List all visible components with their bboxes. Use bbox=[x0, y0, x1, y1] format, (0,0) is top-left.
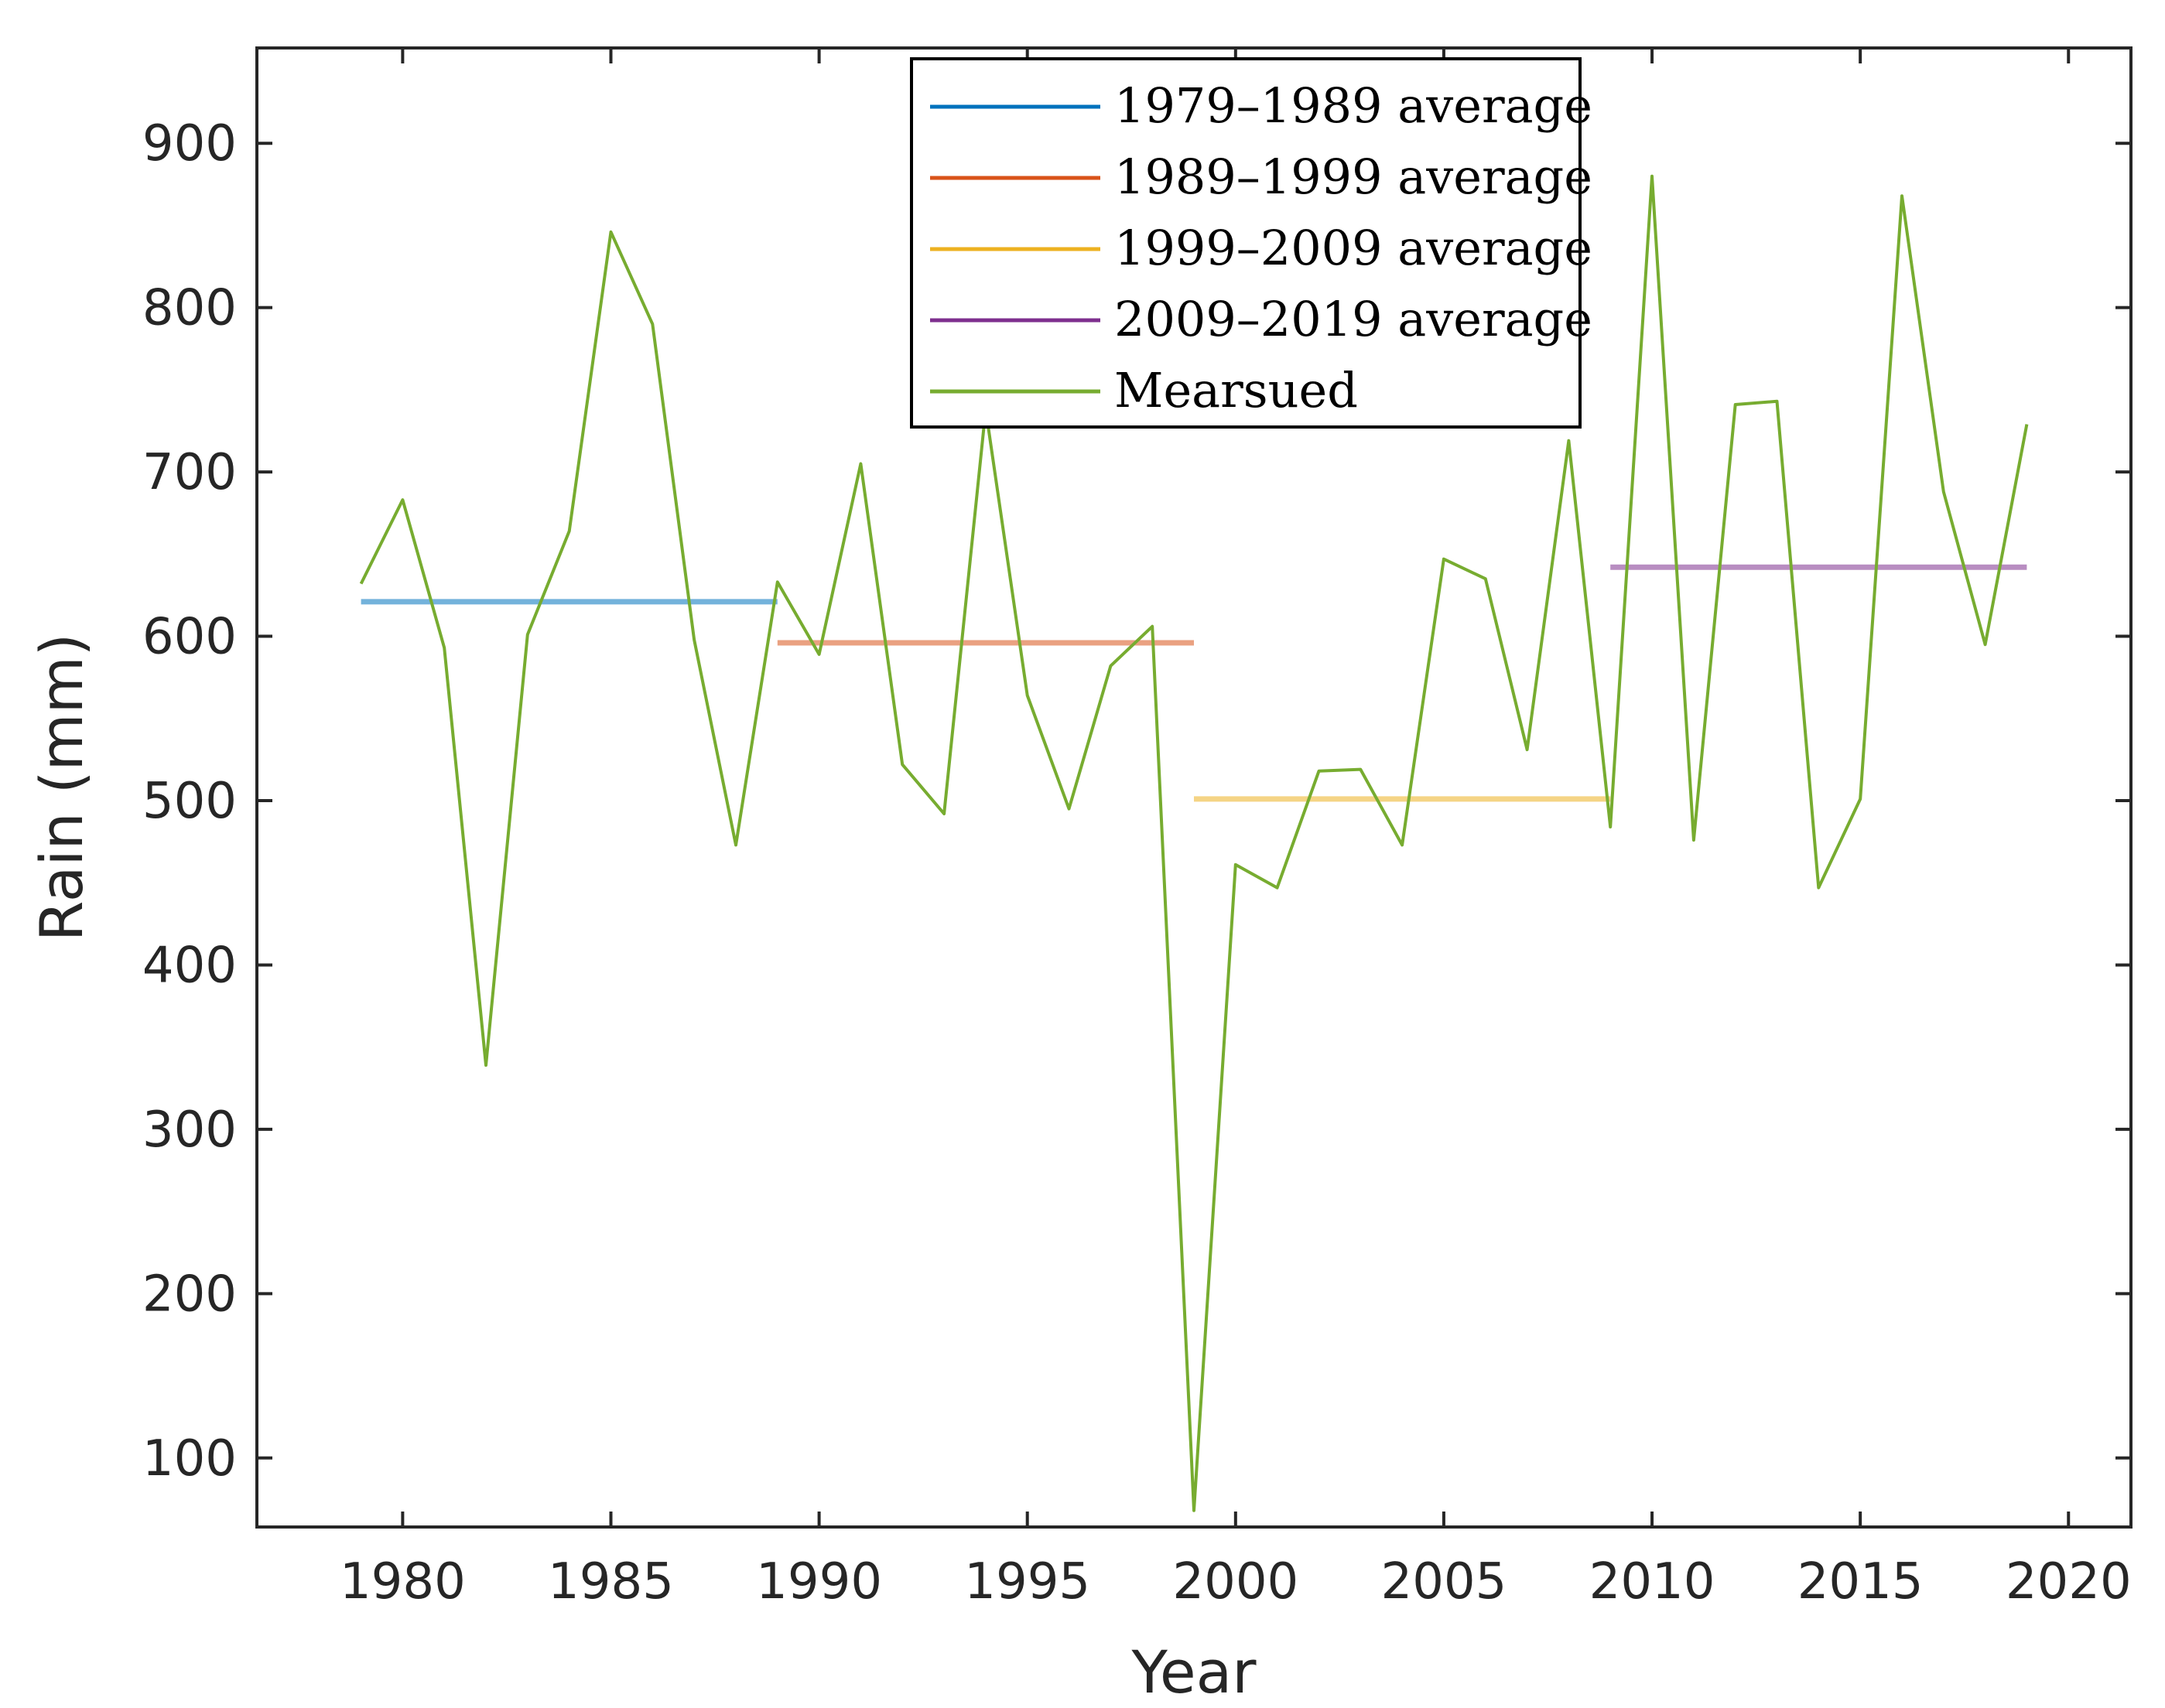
y-tick-label: 100 bbox=[142, 1430, 237, 1488]
x-tick-label: 2000 bbox=[1172, 1553, 1298, 1611]
y-tick-label: 500 bbox=[142, 773, 237, 830]
legend: 1979–1989 average 1989–1999 average 1999–2… bbox=[910, 57, 1592, 429]
y-tick-label: 300 bbox=[142, 1102, 237, 1159]
y-tick-label: 700 bbox=[142, 444, 237, 501]
x-tick-label: 1985 bbox=[548, 1553, 674, 1611]
x-axis-title: Year bbox=[1131, 1638, 1257, 1706]
y-tick-label: 200 bbox=[142, 1266, 237, 1323]
legend-box bbox=[910, 57, 1582, 429]
y-axis-title: Rain (mm) bbox=[27, 634, 96, 942]
series-line-5 bbox=[359, 174, 2029, 1512]
x-tick-label: 1990 bbox=[756, 1553, 882, 1611]
data-series bbox=[359, 174, 2029, 1512]
legend-label: 1979–1989 average bbox=[1114, 77, 1592, 134]
x-tick-label: 1995 bbox=[964, 1553, 1090, 1611]
x-tick-label: 1980 bbox=[340, 1553, 466, 1611]
y-tick-label: 600 bbox=[142, 609, 237, 666]
plot-area-frame bbox=[255, 46, 2133, 1529]
legend-label: 1999–2009 average bbox=[1114, 220, 1592, 276]
x-tick-label: 2015 bbox=[1797, 1553, 1924, 1611]
x-tick-label: 2005 bbox=[1380, 1553, 1507, 1611]
x-tick-label: 2020 bbox=[2006, 1553, 2132, 1611]
legend-label: 1989–1999 average bbox=[1114, 149, 1592, 205]
y-tick-label: 400 bbox=[142, 937, 237, 994]
y-tick-label: 800 bbox=[142, 280, 237, 337]
y-tick-label: 900 bbox=[142, 115, 237, 173]
axis-ticks: 1980 1985 1990 1995 2000 2005 2010 2015 2020 100 2… bbox=[142, 48, 2132, 1611]
x-tick-label: 2010 bbox=[1589, 1553, 1715, 1611]
legend-label: Mearsued bbox=[1114, 362, 1358, 418]
legend-label: 2009–2019 average bbox=[1114, 291, 1592, 347]
